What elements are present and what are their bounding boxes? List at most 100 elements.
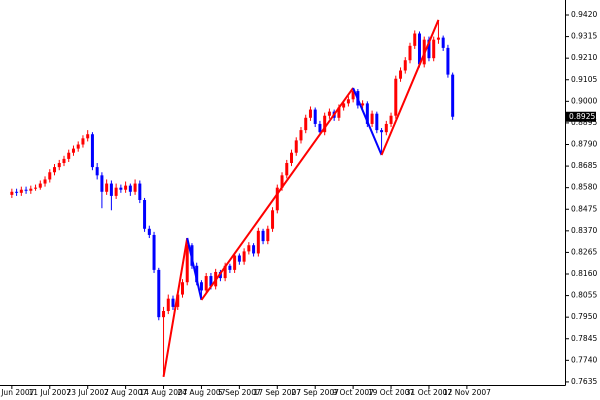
candle-body: [242, 251, 246, 262]
candle-body: [34, 187, 38, 189]
candle-body: [204, 276, 208, 291]
x-tick-label: 27 Sep 2007: [291, 388, 339, 397]
candle-body: [384, 123, 388, 133]
candle-body: [294, 140, 298, 153]
x-tick-label: 12 Nov 2007: [443, 388, 491, 397]
candle-body: [86, 134, 90, 139]
x-tick-label: 2 Aug 2007: [104, 388, 147, 397]
x-tick-label: 31 Oct 2007: [406, 388, 453, 397]
candle-body: [408, 45, 412, 61]
candle-body: [176, 294, 180, 307]
candle-body: [105, 183, 109, 192]
y-tick-label: 0.8055: [571, 291, 597, 300]
candle-body: [195, 265, 199, 283]
y-tick-label: 0.8685: [571, 161, 597, 170]
y-tick-label: 0.8160: [571, 269, 597, 278]
candle-body: [290, 152, 294, 164]
y-tick-label: 0.9315: [571, 32, 597, 41]
candle-body: [143, 200, 147, 229]
candle-body: [252, 245, 256, 254]
candle-body: [427, 39, 431, 59]
candle-body: [38, 183, 42, 188]
candle-body: [342, 103, 346, 108]
candle-body: [247, 245, 251, 252]
candle-body: [223, 265, 227, 279]
y-tick-label: 0.8265: [571, 247, 597, 256]
candle-body: [57, 163, 61, 168]
zigzag-segment: [200, 87, 354, 301]
x-tick-label: 11 Jul 2007: [29, 388, 72, 397]
candle-body: [62, 158, 66, 164]
candle-body: [365, 103, 369, 124]
candle-body: [171, 298, 175, 307]
candle-body: [128, 185, 132, 192]
y-tick-label: 0.8895: [571, 118, 597, 127]
x-tick-label: 24 Aug 2007: [177, 388, 225, 397]
y-tick-label: 0.7950: [571, 312, 597, 321]
candle-body: [180, 282, 184, 295]
candle-body: [380, 130, 384, 133]
x-tick-label: 23 Jul 2007: [66, 388, 109, 397]
candle-body: [152, 234, 156, 270]
candle-body: [185, 245, 189, 283]
candle-body: [90, 134, 94, 168]
candle-body: [261, 230, 265, 242]
price-label: 0.8925: [569, 112, 595, 121]
candle-body: [100, 175, 104, 192]
candle-body: [256, 230, 260, 254]
candle-body: [280, 175, 284, 188]
candle-body: [299, 130, 303, 141]
x-tick-label: 19 Oct 2007: [368, 388, 415, 397]
candle-body: [399, 70, 403, 79]
candle-body: [375, 113, 379, 131]
candle-body: [313, 109, 317, 124]
candle-body: [95, 167, 99, 176]
price-label-bg: [566, 111, 596, 122]
candle-body: [417, 33, 421, 65]
candle-body: [48, 172, 52, 180]
candle-body: [337, 107, 341, 118]
x-tick-label: 29 Jun 2007: [0, 388, 35, 397]
candle-body: [43, 179, 47, 184]
candle-body: [346, 99, 350, 104]
candle-body: [162, 311, 166, 318]
candle-body: [237, 255, 241, 262]
candle-body: [76, 144, 80, 149]
candle-body: [446, 47, 450, 75]
candle-body: [10, 191, 14, 195]
candle-body: [271, 210, 275, 229]
candle-body: [147, 228, 151, 235]
candle-body: [109, 183, 113, 196]
y-tick-label: 0.8580: [571, 183, 597, 192]
zigzag-segment: [380, 19, 440, 156]
candle-body: [138, 183, 142, 201]
candle-body: [199, 282, 203, 291]
candle-body: [451, 74, 455, 117]
candle-body: [318, 123, 322, 133]
candle-body: [361, 103, 365, 106]
candle-body: [389, 115, 393, 124]
y-tick-label: 0.9420: [571, 10, 597, 19]
candle-body: [133, 183, 137, 192]
candle-body: [266, 228, 270, 242]
x-tick-label: 9 Oct 2007: [332, 388, 374, 397]
candle-body: [403, 60, 407, 71]
candle-body: [394, 78, 398, 116]
candle-body: [81, 138, 85, 145]
candle-body: [436, 37, 440, 40]
candle-body: [323, 115, 327, 133]
candle-body: [71, 148, 75, 153]
candle-body: [119, 187, 123, 190]
candle-body: [441, 37, 445, 48]
x-tick-label: 17 Sep 2007: [254, 388, 302, 397]
y-tick-label: 0.9000: [571, 96, 597, 105]
candle-body: [124, 185, 128, 190]
candle-body: [114, 187, 118, 196]
candle-body: [157, 269, 161, 318]
y-tick-label: 0.9210: [571, 53, 597, 62]
candle-body: [53, 167, 57, 173]
y-tick-label: 0.8370: [571, 226, 597, 235]
candle-body: [19, 189, 23, 193]
y-tick-label: 0.7635: [571, 377, 597, 386]
